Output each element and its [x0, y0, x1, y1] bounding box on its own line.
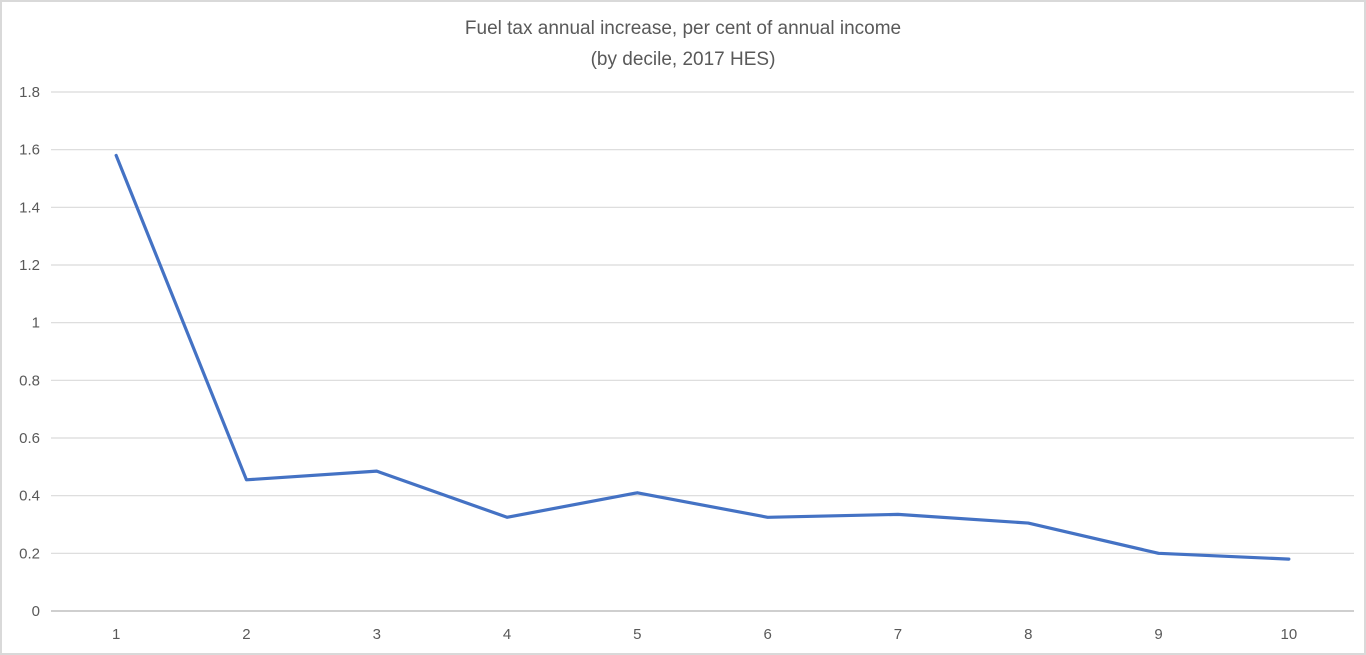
x-tick-label: 8 — [1024, 626, 1032, 643]
y-tick-label: 0 — [32, 603, 40, 620]
x-tick-label: 4 — [503, 626, 511, 643]
y-tick-label: 1.8 — [19, 84, 40, 101]
x-tick-label: 5 — [633, 626, 641, 643]
x-tick-label: 1 — [112, 626, 120, 643]
x-tick-label: 3 — [373, 626, 381, 643]
series-line — [114, 153, 1291, 561]
y-tick-label: 0.4 — [19, 488, 40, 505]
y-tick-label: 1 — [32, 315, 40, 332]
x-tick-label: 9 — [1154, 626, 1162, 643]
chart-title-line1: Fuel tax annual increase, per cent of an… — [464, 18, 902, 39]
y-tick-label: 0.2 — [19, 545, 40, 562]
y-tick-label: 1.4 — [19, 199, 40, 216]
chart-title-line2: (by decile, 2017 HES) — [590, 49, 776, 70]
y-tick-label: 0.8 — [19, 372, 40, 389]
x-tick-label: 7 — [894, 626, 902, 643]
chart-title: Fuel tax annual increase, per cent of an… — [2, 13, 1364, 75]
x-tick-label: 10 — [1281, 626, 1298, 643]
x-tick-label: 6 — [763, 626, 771, 643]
y-tick-label: 0.6 — [19, 430, 40, 447]
y-tick-label: 1.6 — [19, 142, 40, 159]
x-tick-label: 2 — [242, 626, 250, 643]
y-tick-label: 1.2 — [19, 257, 40, 274]
